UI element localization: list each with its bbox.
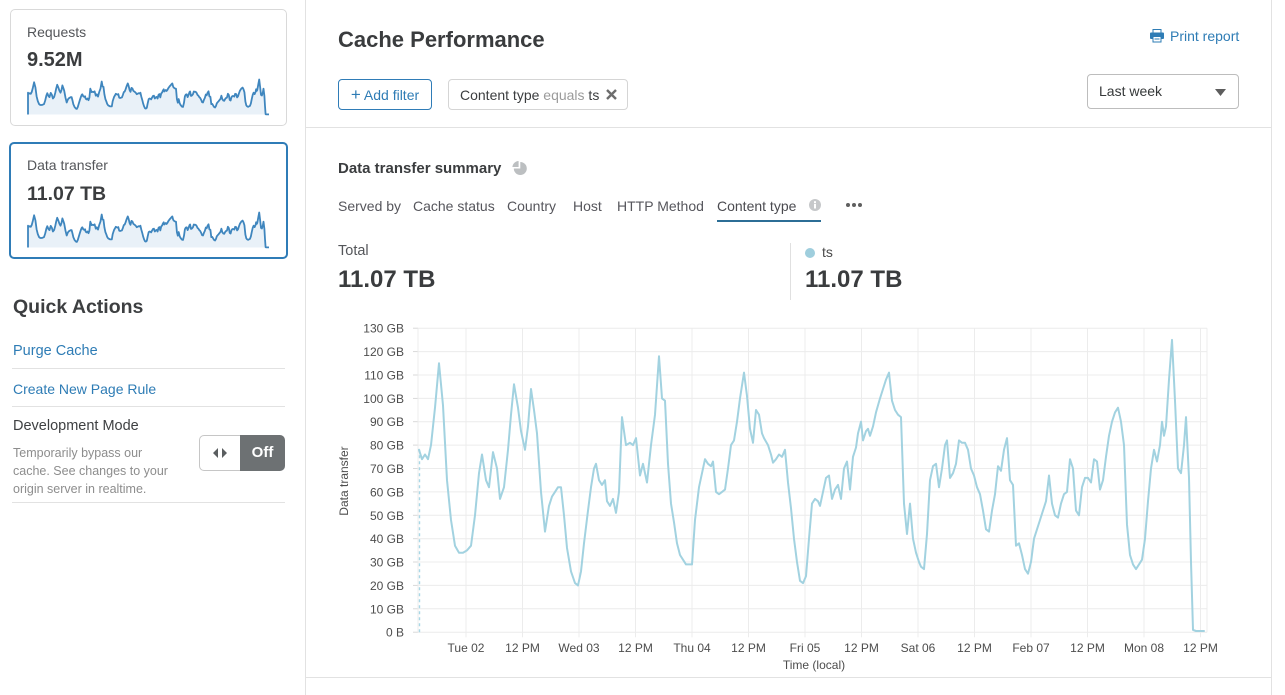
- svg-text:Tue 02: Tue 02: [448, 641, 485, 655]
- svg-text:12 PM: 12 PM: [505, 641, 540, 655]
- svg-text:60 GB: 60 GB: [370, 485, 404, 499]
- svg-text:30 GB: 30 GB: [370, 556, 404, 570]
- svg-text:12 PM: 12 PM: [1183, 641, 1218, 655]
- svg-text:130 GB: 130 GB: [363, 322, 404, 336]
- svg-text:Data transfer: Data transfer: [337, 446, 351, 515]
- svg-text:10 GB: 10 GB: [370, 602, 404, 616]
- svg-text:90 GB: 90 GB: [370, 415, 404, 429]
- svg-text:Mon 08: Mon 08: [1124, 641, 1164, 655]
- svg-text:20 GB: 20 GB: [370, 579, 404, 593]
- svg-text:12 PM: 12 PM: [731, 641, 766, 655]
- svg-text:110 GB: 110 GB: [364, 369, 404, 383]
- svg-text:12 PM: 12 PM: [844, 641, 879, 655]
- svg-text:100 GB: 100 GB: [363, 392, 404, 406]
- svg-text:Sat 06: Sat 06: [901, 641, 936, 655]
- svg-text:Fri 05: Fri 05: [790, 641, 821, 655]
- svg-text:0 B: 0 B: [386, 626, 404, 640]
- svg-text:12 PM: 12 PM: [957, 641, 992, 655]
- svg-text:Wed 03: Wed 03: [558, 641, 599, 655]
- svg-text:12 PM: 12 PM: [1070, 641, 1105, 655]
- svg-text:40 GB: 40 GB: [370, 532, 404, 546]
- svg-text:Thu 04: Thu 04: [673, 641, 711, 655]
- svg-text:Time (local): Time (local): [783, 658, 845, 672]
- svg-text:80 GB: 80 GB: [370, 439, 404, 453]
- svg-text:12 PM: 12 PM: [618, 641, 653, 655]
- svg-text:50 GB: 50 GB: [370, 509, 404, 523]
- svg-text:Feb 07: Feb 07: [1012, 641, 1050, 655]
- svg-text:120 GB: 120 GB: [363, 345, 404, 359]
- svg-text:70 GB: 70 GB: [370, 462, 404, 476]
